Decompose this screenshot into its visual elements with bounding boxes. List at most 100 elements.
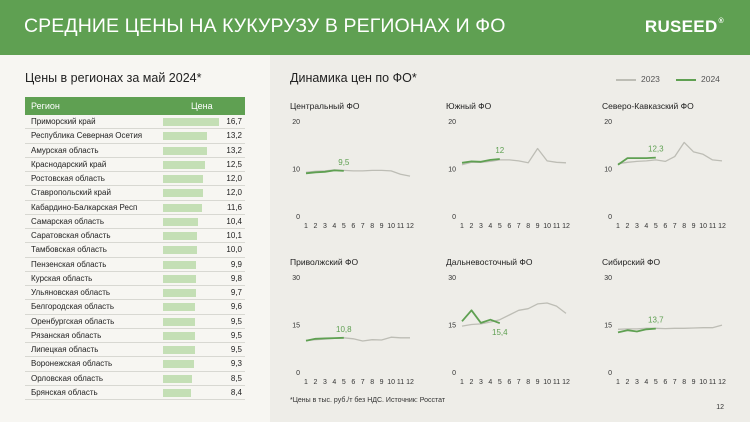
data-label: 12 [495,146,504,155]
price-bar [163,160,205,169]
region-name: Республика Северная Осетия [31,131,143,141]
price-value: 9,6 [230,302,242,312]
region-name: Оренбургская область [31,316,115,326]
right-panel [270,55,750,422]
price-bar [163,118,219,126]
x-tick-label: 5 [654,379,658,386]
x-tick-label: 3 [323,379,327,386]
x-tick-label: 11 [709,379,716,386]
x-tick-label: 9 [536,379,540,386]
price-value: 9,5 [230,345,242,354]
table-row: Республика Северная Осетия 13,2 [25,129,245,144]
x-tick-label: 5 [498,223,502,230]
x-tick-label: 2 [470,223,474,230]
x-tick-label: 1 [304,379,308,386]
table-row: Самарская область 10,4 [25,215,245,229]
region-name: Кабардино-Балкарская Респ [31,202,138,212]
x-tick-label: 12 [718,379,726,386]
table-row: Тамбовская область 10,0 [25,243,245,258]
x-tick-label: 3 [323,223,327,230]
x-tick-label: 8 [526,223,530,230]
price-value: 13,2 [226,145,242,155]
price-value: 8,4 [230,387,242,397]
x-tick-label: 10 [699,223,707,230]
chart-title: Северо-Кавказский ФО [602,101,694,111]
x-tick-label: 11 [397,379,404,386]
series-line-2024 [305,169,344,175]
price-value: 8,5 [230,373,242,383]
region-name: Липецкая область [31,345,99,354]
x-tick-label: 9 [536,223,540,230]
column-region: Регион [31,101,60,111]
regions-title: Цены в регионах за май 2024* [25,71,202,85]
region-name: Пензенская область [31,259,107,269]
x-tick-label: 6 [507,223,511,230]
data-label: 15,4 [492,328,508,337]
x-tick-label: 6 [351,379,355,386]
x-tick-label: 2 [626,223,630,230]
x-tick-label: 6 [663,379,667,386]
price-value: 12,0 [226,188,242,198]
x-tick-label: 12 [562,223,570,230]
price-bar [163,260,197,269]
x-tick-label: 8 [682,379,686,386]
table-header: Регион Цена [25,97,245,115]
region-name: Воронежская область [31,359,113,369]
price-bar [163,175,204,183]
chart-title: Сибирский ФО [602,257,661,267]
x-tick-label: 9 [692,379,696,386]
x-tick-label: 1 [460,379,464,386]
series-line-2024 [305,336,344,342]
region-name: Саратовская область [31,231,111,240]
table-body: Приморский край 16,7 Республика Северная О… [25,115,245,400]
region-name: Краснодарский край [31,159,107,169]
region-name: Белгородская область [31,302,114,312]
table-row: Приморский край 16,7 [25,115,245,130]
x-tick-label: 1 [304,223,308,230]
x-tick-label: 4 [488,379,492,386]
price-bar [163,388,192,397]
price-bar [163,203,202,212]
y-tick-label: 0 [296,370,300,377]
price-value: 9,7 [230,288,242,297]
x-tick-label: 2 [314,379,318,386]
x-tick-label: 10 [543,223,551,230]
y-tick-label: 0 [296,214,300,221]
x-tick-label: 7 [673,223,677,230]
column-price: Цена [191,101,213,111]
price-bar [163,289,196,297]
x-tick-label: 9 [380,379,384,386]
table-row: Кабардино-Балкарская Респ 11,6 [25,201,245,215]
region-name: Амурская область [31,145,99,155]
table-row: Ульяновская область 9,7 [25,286,245,301]
data-label: 10,8 [336,325,352,334]
series-line-2023 [461,302,567,327]
table-row: Краснодарский край 12,5 [25,158,245,172]
y-tick-label: 10 [448,167,456,174]
table-row: Липецкая область 9,5 [25,343,245,358]
y-tick-label: 15 [448,323,456,330]
price-bar [163,303,196,312]
price-bar [163,274,196,283]
x-tick-label: 3 [635,223,639,230]
header-bar: СРЕДНИЕ ЦЕНЫ НА КУКУРУЗУ В РЕГИОНАХ И ФО… [0,0,750,55]
x-tick-label: 4 [644,379,648,386]
region-name: Орловская область [31,373,104,383]
region-name: Брянская область [31,387,98,397]
y-tick-label: 10 [292,167,300,174]
x-tick-label: 6 [507,379,511,386]
chart-title: Дальневосточный ФО [446,257,533,267]
y-tick-label: 20 [292,119,300,126]
x-tick-label: 8 [370,379,374,386]
x-tick-label: 4 [488,223,492,230]
y-tick-label: 30 [292,275,300,282]
y-tick-label: 30 [604,275,612,282]
region-name: Рязанская область [31,330,102,340]
price-bar [163,217,198,226]
x-tick-label: 10 [543,379,551,386]
registered-mark: ® [718,18,724,25]
x-tick-label: 11 [553,379,560,386]
